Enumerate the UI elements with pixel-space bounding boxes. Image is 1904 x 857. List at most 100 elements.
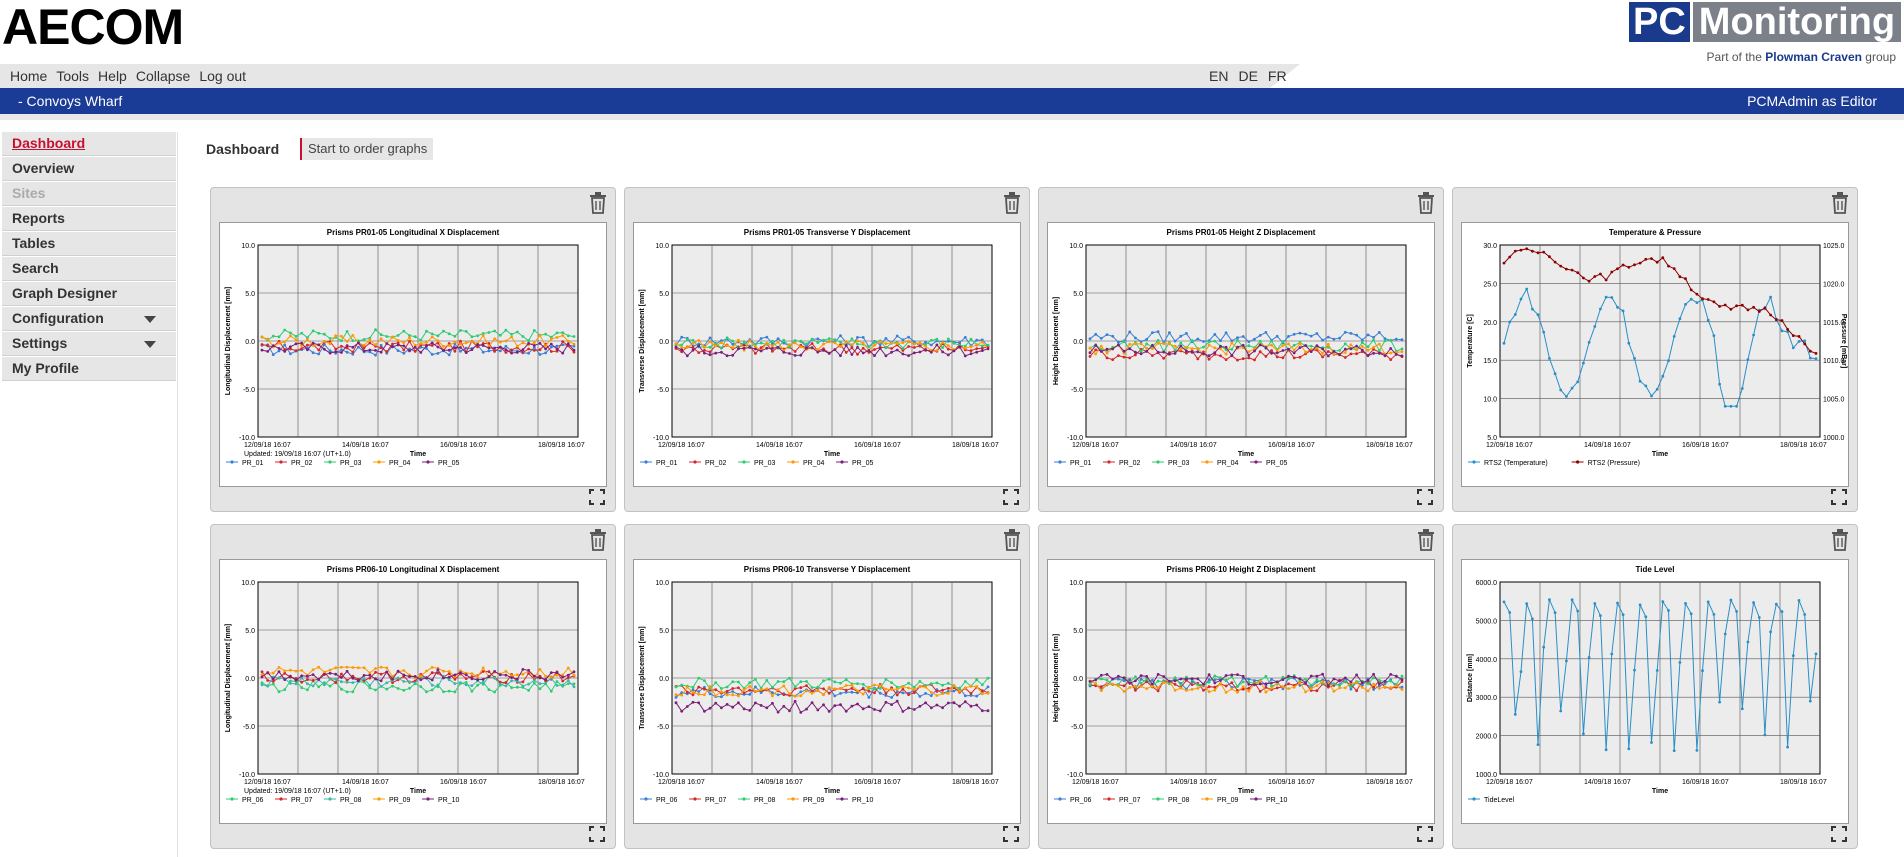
- data-point: [878, 687, 882, 690]
- data-point: [793, 354, 797, 357]
- data-point: [493, 676, 496, 680]
- expand-icon[interactable]: [1417, 826, 1433, 842]
- menu-tools[interactable]: Tools: [56, 68, 90, 84]
- data-point: [555, 336, 559, 339]
- data-point: [691, 685, 695, 689]
- data-point: [1213, 346, 1217, 350]
- data-point: [1287, 674, 1290, 678]
- data-point: [1151, 347, 1154, 351]
- data-point: [430, 666, 434, 669]
- y-axis-label: Distance [mm]: [1467, 654, 1474, 702]
- data-point: [1224, 679, 1228, 683]
- trash-icon[interactable]: [589, 529, 607, 551]
- data-point: [1338, 336, 1341, 340]
- expand-icon[interactable]: [1003, 826, 1019, 842]
- data-point: [1752, 601, 1755, 604]
- data-point: [986, 343, 990, 347]
- sidebar-item-configuration[interactable]: Configuration: [2, 307, 176, 331]
- legend-marker: [742, 797, 746, 801]
- trash-icon[interactable]: [1831, 192, 1849, 214]
- expand-icon[interactable]: [589, 826, 605, 842]
- data-point: [975, 685, 979, 688]
- x-tick-label: 16/09/18 16:07: [1682, 779, 1729, 786]
- data-point: [1377, 687, 1381, 690]
- data-point: [1270, 343, 1273, 347]
- data-point: [266, 350, 270, 353]
- y-tick-label: 10.0: [1483, 397, 1497, 404]
- data-point: [561, 343, 565, 347]
- sidebar-item-dashboard[interactable]: Dashboard: [2, 132, 176, 156]
- data-point: [1219, 354, 1222, 358]
- expand-icon[interactable]: [589, 489, 605, 505]
- menu-help[interactable]: Help: [98, 68, 127, 84]
- trash-icon[interactable]: [589, 192, 607, 214]
- sidebar-item-overview[interactable]: Overview: [2, 157, 176, 181]
- trash-icon[interactable]: [1417, 529, 1435, 551]
- data-point: [708, 353, 712, 357]
- expand-icon[interactable]: [1831, 826, 1847, 842]
- lang-fr[interactable]: FR: [1267, 68, 1287, 84]
- data-point: [1332, 350, 1336, 353]
- trash-icon[interactable]: [1417, 192, 1435, 214]
- data-point: [1343, 342, 1347, 346]
- aecom-logo[interactable]: AECOM: [2, 0, 184, 55]
- data-point: [1326, 350, 1330, 353]
- sidebar-item-reports[interactable]: Reports: [2, 207, 176, 231]
- data-point: [362, 666, 366, 670]
- data-point: [975, 343, 979, 347]
- data-point: [521, 684, 525, 688]
- data-point: [810, 346, 814, 349]
- data-point: [1355, 681, 1358, 685]
- data-point: [1355, 348, 1358, 352]
- trash-icon[interactable]: [1003, 192, 1021, 214]
- data-point: [1105, 673, 1109, 676]
- data-point: [697, 351, 701, 354]
- legend-item: PR_06: [226, 797, 264, 804]
- sidebar-item-my-profile[interactable]: My Profile: [2, 357, 176, 381]
- data-point: [447, 689, 451, 693]
- data-point: [1803, 342, 1807, 346]
- data-point: [470, 675, 474, 678]
- data-point: [890, 688, 893, 691]
- data-point: [1264, 355, 1268, 358]
- sidebar-item-graph-designer[interactable]: Graph Designer: [2, 282, 176, 306]
- data-point: [980, 349, 984, 352]
- data-point: [1706, 298, 1710, 301]
- lang-en[interactable]: EN: [1209, 68, 1229, 84]
- trash-icon[interactable]: [1003, 529, 1021, 551]
- sidebar-item-settings[interactable]: Settings: [2, 332, 176, 356]
- menu-home[interactable]: Home: [10, 68, 48, 84]
- sidebar-item-search[interactable]: Search: [2, 257, 176, 281]
- order-graphs-button[interactable]: Start to order graphs: [300, 138, 434, 160]
- data-point: [901, 341, 905, 345]
- data-point: [935, 349, 939, 352]
- data-point: [1667, 264, 1670, 268]
- sidebar-item-tables[interactable]: Tables: [2, 232, 176, 256]
- menu-collapse[interactable]: Collapse: [135, 68, 191, 84]
- data-point: [912, 685, 916, 689]
- x-tick-label: 14/09/18 16:07: [756, 442, 803, 449]
- trash-icon[interactable]: [1831, 529, 1849, 551]
- x-tick-label: 14/09/18 16:07: [1170, 779, 1217, 786]
- data-point: [1190, 683, 1194, 686]
- legend-marker: [377, 460, 381, 464]
- lang-de[interactable]: DE: [1238, 68, 1258, 84]
- data-point: [1723, 303, 1727, 307]
- data-point: [1400, 338, 1404, 342]
- x-tick-label: 14/09/18 16:07: [342, 442, 389, 449]
- data-point: [929, 350, 933, 354]
- data-point: [1190, 350, 1194, 354]
- data-point: [1332, 677, 1336, 681]
- logo-monitoring-text: Monitoring: [1692, 2, 1902, 42]
- expand-icon[interactable]: [1831, 489, 1847, 505]
- data-point: [793, 694, 797, 698]
- menu-logout[interactable]: Log out: [199, 68, 247, 84]
- data-point: [1355, 333, 1358, 337]
- data-point: [527, 668, 530, 672]
- data-point: [1151, 684, 1154, 688]
- data-point: [1173, 688, 1177, 692]
- data-point: [680, 709, 684, 713]
- expand-icon[interactable]: [1417, 489, 1433, 505]
- expand-icon[interactable]: [1003, 489, 1019, 505]
- data-point: [1196, 337, 1200, 341]
